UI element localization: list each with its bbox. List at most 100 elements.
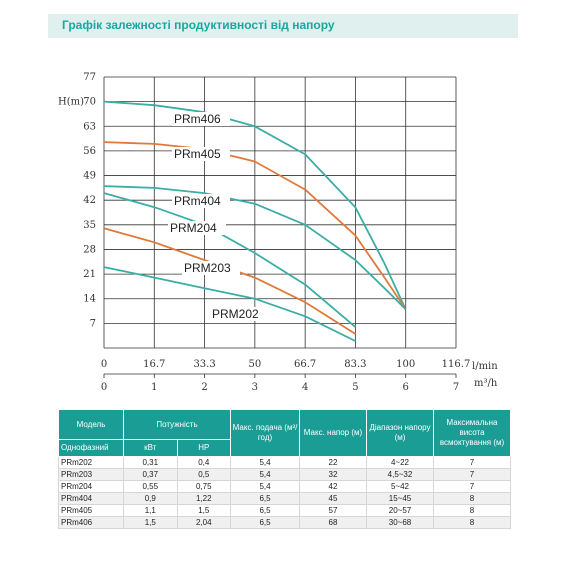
table-cell: 7: [433, 468, 511, 481]
table-cell: 1,22: [176, 492, 231, 505]
table-cell: 45: [299, 492, 367, 505]
x-tick-label-lmin: 66.7: [294, 359, 316, 370]
table-cell: 0,9: [123, 492, 178, 505]
table-row: PRm404 0,9 1,22 6,5 45 15~45 8: [58, 492, 511, 505]
table-cell: PRm202: [58, 456, 124, 469]
table-cell: 5,4: [230, 468, 300, 481]
header-model: Модель: [58, 409, 124, 440]
x-tick-label-m3h: 1: [151, 382, 157, 393]
table-cell: 42: [299, 480, 367, 493]
series-line-prm204: [103, 192, 356, 328]
title-banner: Графік залежності продуктивності від нап…: [48, 14, 518, 38]
table-cell: 5~42: [366, 480, 434, 493]
table-cell: 1,5: [176, 504, 231, 517]
table-cell: 6,5: [230, 504, 300, 517]
table-cell: 0,75: [176, 480, 231, 493]
x-tick-label-lmin: 0: [101, 359, 107, 370]
table-cell: 6,5: [230, 492, 300, 505]
x-tick-label-lmin: 50: [248, 359, 261, 370]
table-cell: PRm203: [58, 468, 124, 481]
x-axis-label-m3h: m³/h: [474, 378, 498, 389]
table-row: PRm406 1,5 2,04 6,5 68 30~68 8: [58, 516, 511, 529]
series-line-prm405: [103, 141, 407, 310]
y-tick-label: 70: [83, 97, 96, 108]
series-label-bg: [168, 221, 226, 235]
specs-table: Модель Потужність Макс. подача (м³/год) …: [58, 409, 511, 529]
y-tick-label: 7: [90, 318, 96, 329]
series-label-bg: [182, 261, 240, 275]
table-cell: 0,31: [123, 456, 178, 469]
chart-grid: [103, 76, 457, 349]
y-tick-label: 28: [83, 244, 96, 255]
series-line-prm404: [103, 185, 407, 310]
table-cell: 0,5: [176, 468, 231, 481]
table-cell: 1,1: [123, 504, 178, 517]
series-line-prm202: [103, 266, 356, 342]
table-cell: 57: [299, 504, 367, 517]
table-cell: 15~45: [366, 492, 434, 505]
header-max-head: Макс. напор (м): [299, 409, 367, 457]
y-tick-label: 14: [83, 294, 96, 305]
x-tick-label-m3h: 2: [201, 382, 207, 393]
x-tick-label-lmin: 33.3: [193, 359, 215, 370]
header-phase: Однофазний: [58, 439, 124, 457]
table-cell: PRm404: [58, 492, 124, 505]
table-cell: 2,04: [176, 516, 231, 529]
x-tick-label-m3h: 0: [101, 382, 107, 393]
table-cell: PRm406: [58, 516, 124, 529]
series-line-prm406: [103, 100, 407, 310]
table-cell: 7: [433, 480, 511, 493]
table-cell: 68: [299, 516, 367, 529]
y-tick-label: 77: [83, 72, 96, 83]
table-cell: 5,4: [230, 480, 300, 493]
table-row: PRm405 1,1 1,5 6,5 57 20~57 8: [58, 504, 511, 517]
header-max-suction: Максимальна висота всмоктування (м): [433, 409, 511, 457]
x-tick-label-lmin: 100: [396, 359, 415, 370]
x-tick-label-m3h: 4: [302, 382, 308, 393]
y-tick-label: 56: [83, 146, 96, 157]
table-cell: 22: [299, 456, 367, 469]
series-label-bg: [172, 112, 230, 126]
table-row: PRm204 0,55 0,75 5,4 42 5~42 7: [58, 480, 511, 493]
header-power: Потужність: [123, 409, 231, 440]
series-label-prm202: PRM202: [212, 307, 259, 321]
x-tick-label-lmin: 83.3: [344, 359, 366, 370]
header-hp: HP: [176, 439, 231, 457]
x-tick-label-lmin: 16.7: [143, 359, 165, 370]
table-cell: 4~22: [366, 456, 434, 469]
table-cell: PRm204: [58, 480, 124, 493]
x-tick-label-m3h: 7: [453, 382, 459, 393]
chart-series: [103, 100, 407, 342]
y-tick-label: 63: [83, 121, 96, 132]
x-tick-label-m3h: 6: [403, 382, 409, 393]
table-cell: 8: [433, 492, 511, 505]
header-kw: кВт: [123, 439, 178, 457]
x-axis-label-lmin: l/min: [472, 361, 498, 372]
table-row: PRm203 0,37 0,5 5,4 32 4,5~32 7: [58, 468, 511, 481]
y-tick-label: 21: [83, 269, 96, 280]
table-row: PRm202 0,31 0,4 5,4 22 4~22 7: [58, 456, 511, 469]
chart-title: Графік залежності продуктивності від нап…: [62, 18, 335, 32]
y-tick-label: 49: [83, 171, 96, 182]
series-label-prm204: PRM204: [170, 221, 217, 235]
x-tick-label-m3h: 5: [352, 382, 358, 393]
y-axis-label: H(m): [58, 97, 84, 108]
series-label-bg: [172, 147, 230, 161]
table-cell: 30~68: [366, 516, 434, 529]
header-max-flow: Макс. подача (м³/год): [230, 409, 300, 457]
series-label-bg: [210, 307, 268, 321]
table-cell: PRm405: [58, 504, 124, 517]
y-tick-label: 35: [83, 220, 96, 231]
table-cell: 20~57: [366, 504, 434, 517]
series-label-prm404: PRm404: [174, 194, 221, 208]
y-tick-label: 42: [83, 195, 96, 206]
series-label-prm203: PRM203: [184, 261, 231, 275]
table-cell: 5,4: [230, 456, 300, 469]
series-label-prm405: PRm405: [174, 147, 221, 161]
series-label-bg: [172, 194, 230, 208]
table-cell: 8: [433, 516, 511, 529]
x-tick-label-m3h: 3: [252, 382, 258, 393]
table-cell: 0,37: [123, 468, 178, 481]
